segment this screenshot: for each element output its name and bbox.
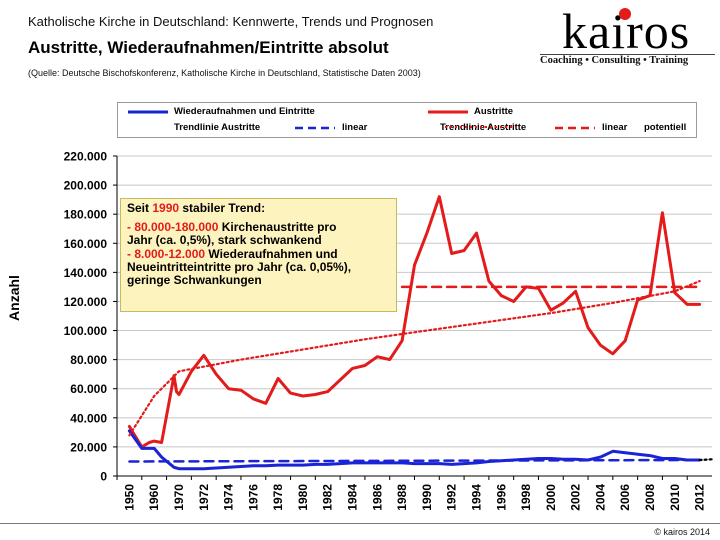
y-tick-label: 140.000 (64, 266, 108, 280)
logo-tagline: Coaching • Consulting • Training (540, 55, 689, 66)
y-tick-label: 220.000 (64, 150, 108, 164)
chart-legend: Wiederaufnahmen und Eintritte Austritte … (117, 102, 697, 138)
legend-swatch-red-dashed (555, 126, 595, 130)
x-tick-label: 1986 (370, 484, 384, 511)
legend-label-linear-blue: linear (342, 122, 368, 133)
legend-label-trend-blue: Trendlinie Austritte (174, 122, 261, 133)
x-tick-label: 1950 (122, 484, 136, 511)
x-tick-label: 2004 (593, 484, 607, 511)
series-line-extension (698, 458, 714, 462)
copyright: © kairos 2014 (654, 527, 710, 537)
y-tick-label: 40.000 (70, 411, 107, 425)
x-tick-label: 1998 (519, 484, 533, 511)
legend-swatch-red-dotted (445, 126, 519, 128)
x-tick-label: 1974 (222, 484, 236, 511)
series-line-wiederaufnahmen-und-eintritte (127, 429, 702, 471)
kairos-logo: kairos (562, 4, 689, 56)
source-note: (Quelle: Deutsche Bischofskonferenz, Kat… (28, 68, 421, 78)
series-line-potentiell (128, 280, 701, 437)
x-tick-label: 1972 (197, 484, 211, 511)
legend-label-trend-red: Trendlinie Austritte (440, 122, 527, 133)
x-tick-label: 2012 (693, 484, 707, 511)
y-tick-label: 60.000 (70, 382, 107, 396)
y-tick-label: 180.000 (64, 208, 108, 222)
footer-divider (0, 523, 720, 524)
x-tick-label: 1982 (321, 484, 335, 511)
x-tick-label: 2008 (643, 484, 657, 511)
y-tick-label: 100.000 (64, 324, 108, 338)
x-tick-label: 2006 (618, 484, 632, 511)
y-axis-label: Anzahl (6, 275, 22, 321)
legend-swatch-blue-dashed (295, 126, 335, 130)
x-tick-label: 1978 (271, 484, 285, 511)
x-tick-label: 1996 (494, 484, 508, 511)
x-tick-label: 1976 (246, 484, 260, 511)
x-tick-label: 1960 (147, 484, 161, 511)
x-tick-label: 2000 (544, 484, 558, 511)
legend-label-austritte: Austritte (474, 106, 514, 117)
logo-divider (540, 54, 715, 55)
annotation-line-3: Jahr (ca. 0,5%), stark schwankend (127, 233, 322, 248)
header-subtitle: Katholische Kirche in Deutschland: Kennw… (28, 14, 434, 29)
x-tick-label: 1992 (445, 484, 459, 511)
y-tick-label: 160.000 (64, 237, 108, 251)
x-tick-label: 1980 (296, 484, 310, 511)
series-line-trendlinie-austritte-linear (128, 458, 701, 463)
annotation-line-1: Seit 1990 stabiler Trend: (127, 201, 266, 215)
logo-dot (619, 8, 631, 20)
y-tick-label: 200.000 (64, 179, 108, 193)
x-tick-label: 1984 (346, 484, 360, 511)
y-tick-label: 20.000 (70, 440, 107, 454)
x-tick-label: 2010 (668, 484, 682, 511)
legend-swatch-blue (128, 110, 168, 114)
annotation-line-2: - 80.000-180.000 Kirchenaustritte pro (127, 220, 337, 235)
y-tick-label: 0 (100, 470, 107, 484)
y-tick-label: 80.000 (70, 353, 107, 367)
annotation-box: Seit 1990 stabiler Trend: - 80.000-180.0… (120, 198, 397, 312)
annotation-line-6: geringe Schwankungen (127, 273, 262, 288)
legend-label-linear-red: linear (602, 122, 628, 133)
annotation-line-5: Neueintritteintritte pro Jahr (ca. 0,05%… (127, 259, 352, 274)
x-tick-label: 1970 (172, 484, 186, 511)
page-title: Austritte, Wiederaufnahmen/Eintritte abs… (28, 38, 389, 57)
legend-label-wiederaufnahmen: Wiederaufnahmen und Eintritte (174, 106, 315, 117)
x-tick-label: 1994 (469, 484, 483, 511)
y-tick-label: 120.000 (64, 295, 108, 309)
x-tick-label: 1990 (420, 484, 434, 511)
x-tick-label: 1988 (395, 484, 409, 511)
legend-swatch-red (428, 110, 468, 114)
x-tick-label: 2002 (569, 484, 583, 511)
legend-label-potentiell: potentiell (644, 122, 687, 133)
annotation-line-4: - 8.000-12.000 Wiederaufnahmen und (127, 246, 338, 261)
